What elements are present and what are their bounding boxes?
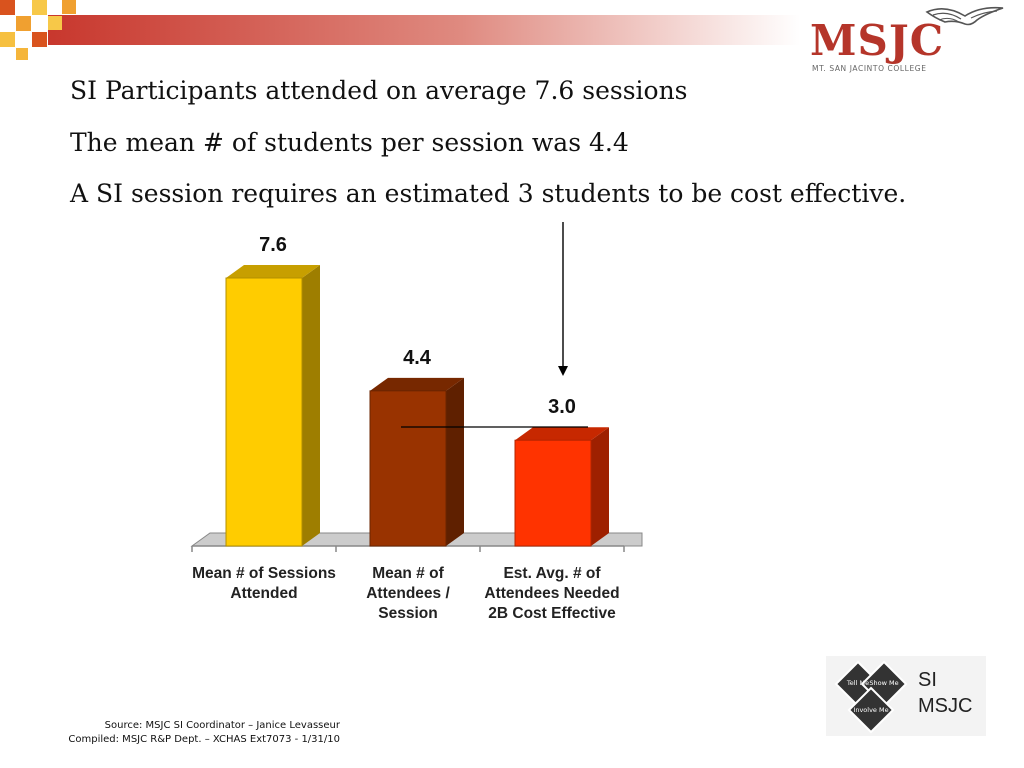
bar-top xyxy=(515,427,609,441)
eagle-icon xyxy=(925,6,1004,26)
data-label: 7.6 xyxy=(259,234,287,256)
logo-subtitle: MT. SAN JACINTO COLLEGE xyxy=(812,64,927,73)
annotation-arrow-head xyxy=(558,366,568,376)
data-label: 4.4 xyxy=(403,347,432,369)
si-diamond-icon: Tell Me Show Me Involve Me xyxy=(834,660,908,734)
category-label: Attendees / xyxy=(366,585,450,602)
msjc-logo: MSJC MT. SAN JACINTO COLLEGE xyxy=(800,2,1010,76)
bar xyxy=(514,439,592,547)
si-quadrant-tell: Tell Me xyxy=(846,679,869,687)
category-label: Mean # of xyxy=(372,565,444,582)
si-msjc-logo: Tell Me Show Me Involve Me SI MSJC xyxy=(826,656,986,736)
si-logo-word-si: SI xyxy=(918,669,937,691)
source-note: Source: MSJC SI Coordinator – Janice Lev… xyxy=(20,719,340,747)
category-label: Est. Avg. # of xyxy=(503,565,601,582)
bar-side xyxy=(446,377,464,546)
bar-top xyxy=(226,265,320,278)
category-label: 2B Cost Effective xyxy=(488,605,616,622)
bar-side xyxy=(302,265,320,546)
bar xyxy=(225,277,303,547)
data-label: 3.0 xyxy=(548,396,576,418)
bar-side xyxy=(591,427,609,546)
category-label: Attended xyxy=(230,585,297,602)
category-label: Attendees Needed xyxy=(484,585,619,602)
headline-mean-students: The mean # of students per session was 4… xyxy=(70,128,629,157)
bar xyxy=(369,390,447,547)
si-quadrant-show: Show Me xyxy=(869,679,898,687)
headline-cost-effective: A SI session requires an estimated 3 stu… xyxy=(70,179,907,208)
header-gradient-bar xyxy=(48,15,800,45)
category-label: Session xyxy=(378,605,437,622)
source-line-2: Compiled: MSJC R&P Dept. – XCHAS Ext7073… xyxy=(68,734,340,745)
bar-top xyxy=(370,377,464,391)
headline-sessions: SI Participants attended on average 7.6 … xyxy=(70,76,688,105)
category-label: Mean # of Sessions xyxy=(192,565,336,582)
si-quadrant-involve: Involve Me xyxy=(853,706,888,714)
source-line-1: Source: MSJC SI Coordinator – Janice Lev… xyxy=(104,720,340,731)
logo-wordmark: MSJC xyxy=(810,16,945,65)
si-logo-word-msjc: MSJC xyxy=(918,695,973,717)
header-decorative-squares xyxy=(0,0,76,60)
